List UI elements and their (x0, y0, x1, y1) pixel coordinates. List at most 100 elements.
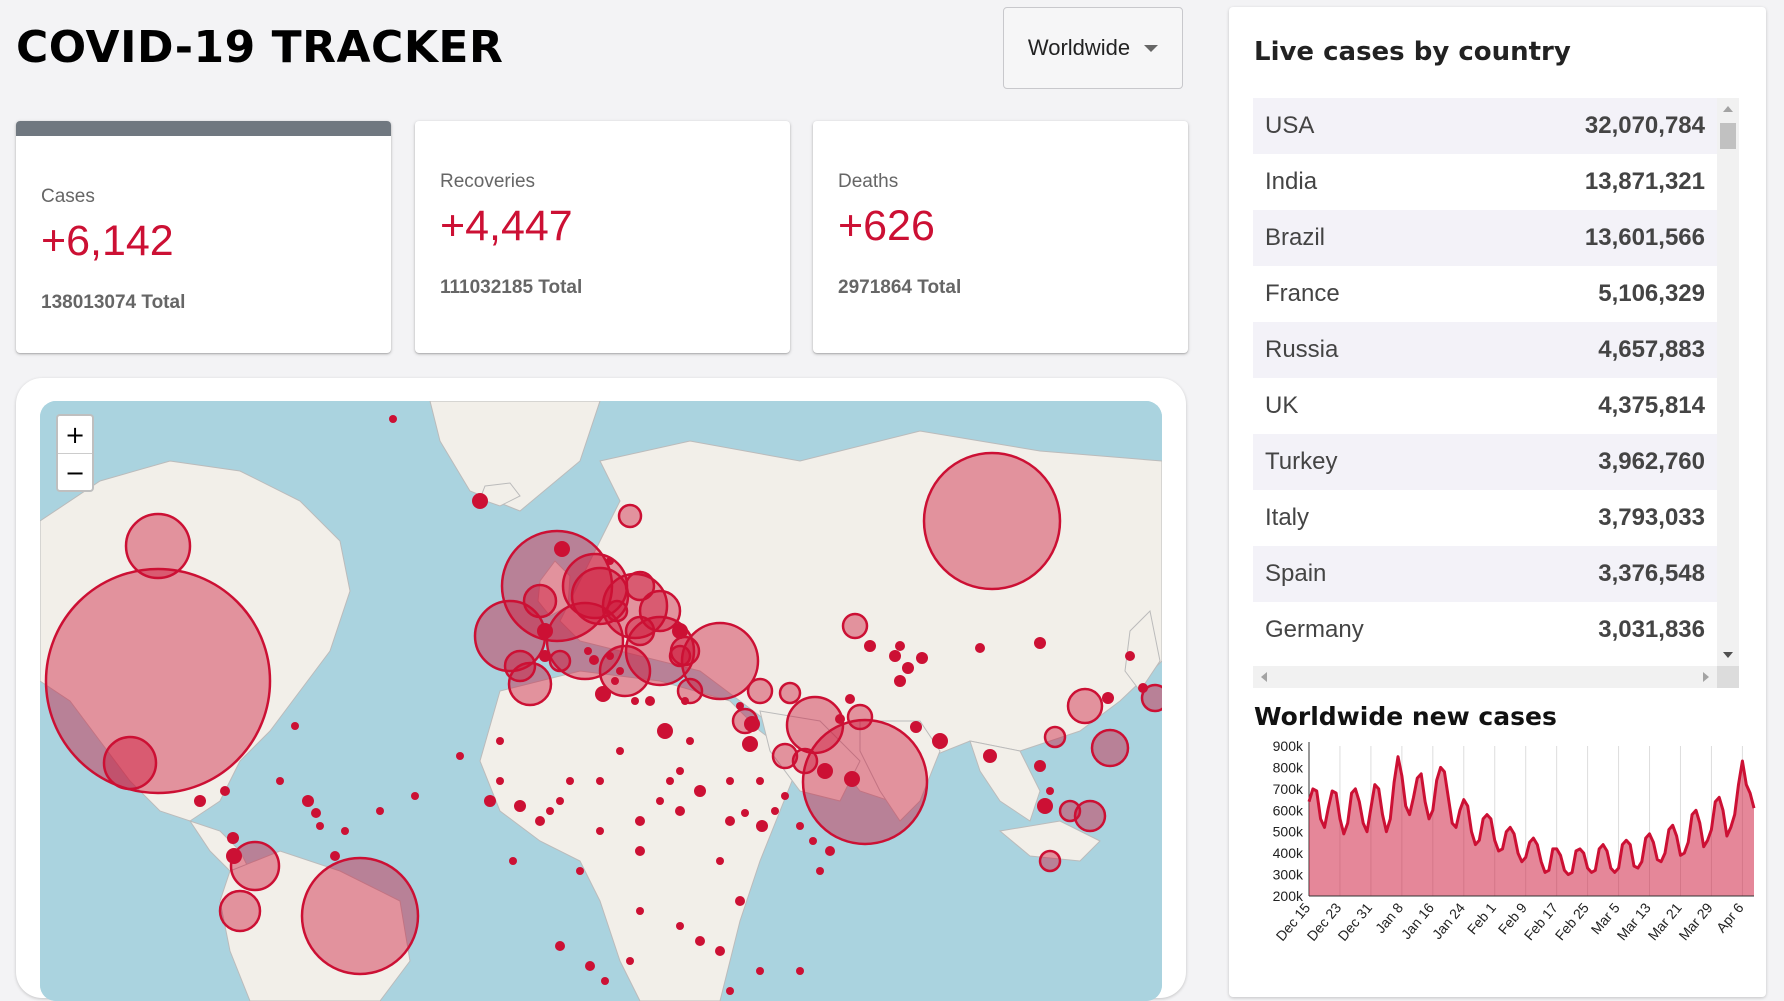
case-circle[interactable] (194, 795, 206, 807)
case-circle[interactable] (680, 621, 760, 701)
case-circle[interactable] (341, 827, 349, 835)
case-circle[interactable] (555, 941, 565, 951)
table-row[interactable]: France 5,106,329 (1253, 266, 1717, 322)
case-circle[interactable] (1043, 725, 1067, 749)
case-circle[interactable] (756, 777, 764, 785)
scroll-thumb[interactable] (1720, 123, 1736, 149)
case-circle[interactable] (601, 977, 609, 985)
case-circle[interactable] (895, 641, 905, 651)
vertical-scrollbar[interactable] (1717, 98, 1739, 666)
case-circle[interactable] (539, 650, 551, 662)
case-circle[interactable] (676, 922, 684, 930)
case-circle[interactable] (756, 820, 768, 832)
case-circle[interactable] (1102, 692, 1114, 704)
world-map[interactable]: + − (40, 401, 1162, 1001)
case-circle[interactable] (922, 451, 1062, 591)
case-circle[interactable] (585, 961, 595, 971)
case-circle[interactable] (672, 623, 688, 639)
case-circle[interactable] (686, 737, 694, 745)
scroll-right-icon[interactable] (1703, 672, 1709, 682)
case-circle[interactable] (226, 848, 242, 864)
case-circle[interactable] (227, 832, 239, 844)
case-circle[interactable] (291, 722, 299, 730)
scroll-left-icon[interactable] (1261, 672, 1267, 682)
case-circle[interactable] (300, 856, 420, 976)
case-circle[interactable] (846, 703, 874, 731)
case-circle[interactable] (631, 697, 639, 705)
case-circle[interactable] (801, 718, 929, 846)
case-circle[interactable] (741, 809, 749, 817)
stat-card-cases[interactable]: Cases +6,142 138013074 Total (16, 121, 391, 353)
case-circle[interactable] (681, 697, 689, 705)
case-circle[interactable] (316, 822, 324, 830)
case-circle[interactable] (645, 696, 655, 706)
table-row[interactable]: USA 32,070,784 (1253, 98, 1717, 154)
case-circle[interactable] (617, 503, 643, 529)
stat-card-recoveries[interactable]: Recoveries +4,447 111032185 Total (415, 121, 790, 353)
case-circle[interactable] (124, 512, 192, 580)
case-circle[interactable] (302, 795, 314, 807)
table-row[interactable]: Italy 3,793,033 (1253, 490, 1717, 546)
case-circle[interactable] (864, 640, 876, 652)
case-circle[interactable] (606, 652, 614, 660)
case-circle[interactable] (635, 846, 645, 856)
case-circle[interactable] (1037, 798, 1053, 814)
table-row[interactable]: Spain 3,376,548 (1253, 546, 1717, 602)
table-row[interactable]: UK 4,375,814 (1253, 378, 1717, 434)
case-circle[interactable] (676, 677, 704, 705)
case-circle[interactable] (624, 570, 656, 602)
case-circle[interactable] (611, 677, 619, 685)
case-circle[interactable] (624, 615, 656, 647)
case-circle[interactable] (472, 493, 488, 509)
case-circle[interactable] (791, 747, 819, 775)
case-circle[interactable] (1038, 849, 1062, 873)
case-circle[interactable] (844, 771, 860, 787)
case-circle[interactable] (736, 702, 744, 710)
case-circle[interactable] (796, 967, 804, 975)
case-circle[interactable] (726, 987, 734, 995)
map-canvas[interactable] (40, 401, 1162, 1001)
case-circle[interactable] (554, 541, 570, 557)
case-circle[interactable] (616, 747, 624, 755)
case-circle[interactable] (635, 816, 645, 826)
case-circle[interactable] (44, 567, 272, 795)
case-circle[interactable] (584, 647, 592, 655)
case-circle[interactable] (694, 785, 706, 797)
case-circle[interactable] (311, 808, 321, 818)
case-circle[interactable] (666, 777, 674, 785)
case-circle[interactable] (616, 667, 624, 675)
case-circle[interactable] (473, 599, 547, 673)
case-circle[interactable] (845, 694, 855, 704)
case-circle[interactable] (509, 857, 517, 865)
case-circle[interactable] (1140, 683, 1162, 713)
case-circle[interactable] (496, 737, 504, 745)
case-circle[interactable] (626, 957, 634, 965)
case-circle[interactable] (657, 723, 673, 739)
case-circle[interactable] (514, 800, 526, 812)
case-circle[interactable] (376, 807, 384, 815)
scroll-down-icon[interactable] (1723, 652, 1733, 658)
case-circle[interactable] (725, 816, 735, 826)
case-circle[interactable] (1090, 728, 1130, 768)
scroll-up-icon[interactable] (1723, 106, 1733, 112)
case-circle[interactable] (596, 827, 604, 835)
case-circle[interactable] (411, 792, 419, 800)
case-circle[interactable] (1125, 651, 1135, 661)
case-circle[interactable] (548, 649, 572, 673)
case-circle[interactable] (589, 655, 599, 665)
case-circle[interactable] (975, 643, 985, 653)
case-circle[interactable] (910, 721, 922, 733)
case-circle[interactable] (746, 677, 774, 705)
stat-card-deaths[interactable]: Deaths +626 2971864 Total (813, 121, 1188, 353)
country-table[interactable]: USA 32,070,784 India 13,871,321 Brazil 13,6… (1253, 98, 1717, 666)
case-circle[interactable] (1138, 683, 1148, 693)
case-circle[interactable] (566, 777, 574, 785)
case-circle[interactable] (771, 742, 799, 770)
case-circle[interactable] (276, 777, 284, 785)
case-circle[interactable] (1073, 799, 1107, 833)
case-circle[interactable] (605, 599, 629, 623)
case-circle[interactable] (781, 792, 789, 800)
case-circle[interactable] (389, 415, 397, 423)
case-circle[interactable] (507, 661, 553, 707)
case-circle[interactable] (809, 837, 817, 845)
